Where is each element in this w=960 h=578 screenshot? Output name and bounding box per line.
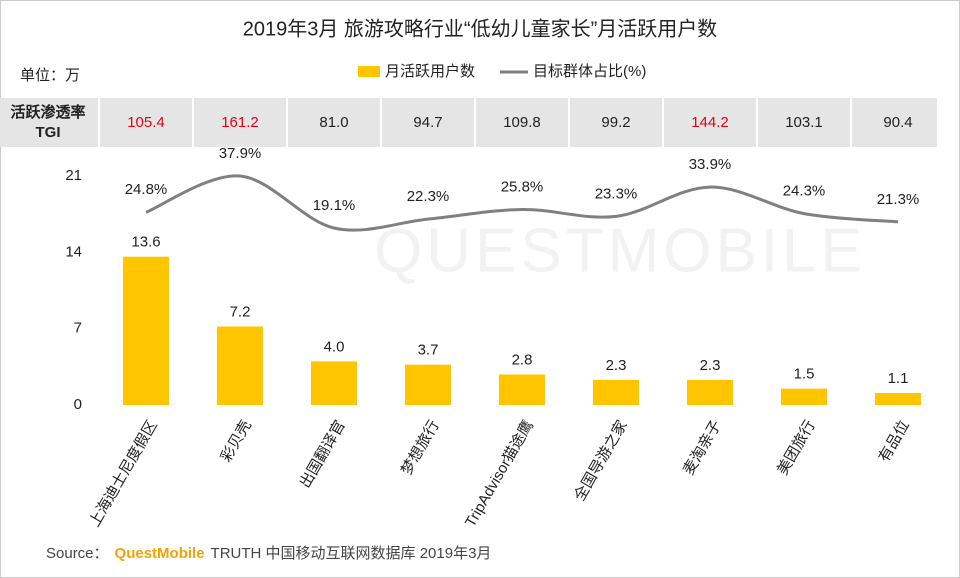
y-tick-label: 0 — [74, 396, 82, 413]
tgi-value: 109.8 — [503, 114, 541, 131]
tgi-label: TGI — [36, 124, 61, 141]
bar — [311, 361, 357, 405]
bar-value-label: 7.2 — [230, 303, 251, 320]
bar — [687, 379, 733, 405]
bar — [405, 364, 451, 405]
line — [145, 174, 899, 232]
tgi-value: 144.2 — [691, 114, 729, 131]
source: Source： QuestMobile TRUTH 中国移动互联网数据库 2019年… — [46, 545, 491, 562]
y-tick-label: 7 — [74, 320, 82, 337]
tgi-value: 103.1 — [785, 114, 823, 131]
bar — [499, 374, 545, 405]
tgi-value: 105.4 — [127, 114, 165, 131]
bar-value-label: 3.7 — [418, 342, 439, 359]
tgi-value: 99.2 — [601, 114, 630, 131]
bar — [593, 379, 639, 405]
line-value-label: 21.3% — [877, 191, 920, 208]
unit-label: 单位：万 — [20, 67, 80, 84]
watermark: QUESTMOBILE — [374, 216, 866, 285]
line-value-label: 19.1% — [313, 197, 356, 214]
line-value-label: 25.8% — [501, 178, 544, 195]
bar-value-label: 13.6 — [131, 234, 160, 251]
tgi-value: 94.7 — [413, 114, 442, 131]
bar — [781, 388, 827, 405]
tgi-row — [0, 98, 937, 147]
tgi-label: 活跃渗透率 — [10, 103, 85, 121]
line-value-label: 23.3% — [595, 185, 638, 202]
tgi-value: 90.4 — [883, 114, 912, 131]
line-value-label: 33.9% — [689, 156, 732, 173]
bar — [123, 256, 169, 405]
bar-value-label: 1.5 — [794, 366, 815, 383]
y-tick-label: 14 — [65, 243, 82, 260]
line-value-label: 24.3% — [783, 183, 826, 200]
tgi-value: 81.0 — [319, 114, 348, 131]
source-label: Source： — [46, 545, 109, 562]
bar-value-label: 2.8 — [512, 351, 533, 368]
bar-value-label: 4.0 — [324, 338, 345, 355]
legend-swatch — [358, 66, 380, 77]
legend-label: 月活跃用户数 — [385, 63, 475, 80]
chart-title: 2019年3月 旅游攻略行业“低幼儿童家长”月活跃用户数 — [243, 17, 718, 40]
line-value-label: 24.8% — [125, 181, 168, 198]
line-value-label: 37.9% — [219, 145, 262, 162]
line-value-label: 22.3% — [407, 188, 450, 205]
source-text: TRUTH 中国移动互联网数据库 2019年3月 — [211, 545, 492, 562]
legend-label: 目标群体占比(%) — [533, 63, 646, 80]
y-tick-label: 21 — [65, 167, 82, 184]
tgi-value: 161.2 — [221, 114, 259, 131]
bar-value-label: 2.3 — [700, 357, 721, 374]
source-brand: QuestMobile — [115, 545, 205, 562]
bar-value-label: 2.3 — [606, 357, 627, 374]
bar — [875, 393, 921, 405]
bar — [217, 326, 263, 405]
bar-value-label: 1.1 — [888, 370, 909, 387]
